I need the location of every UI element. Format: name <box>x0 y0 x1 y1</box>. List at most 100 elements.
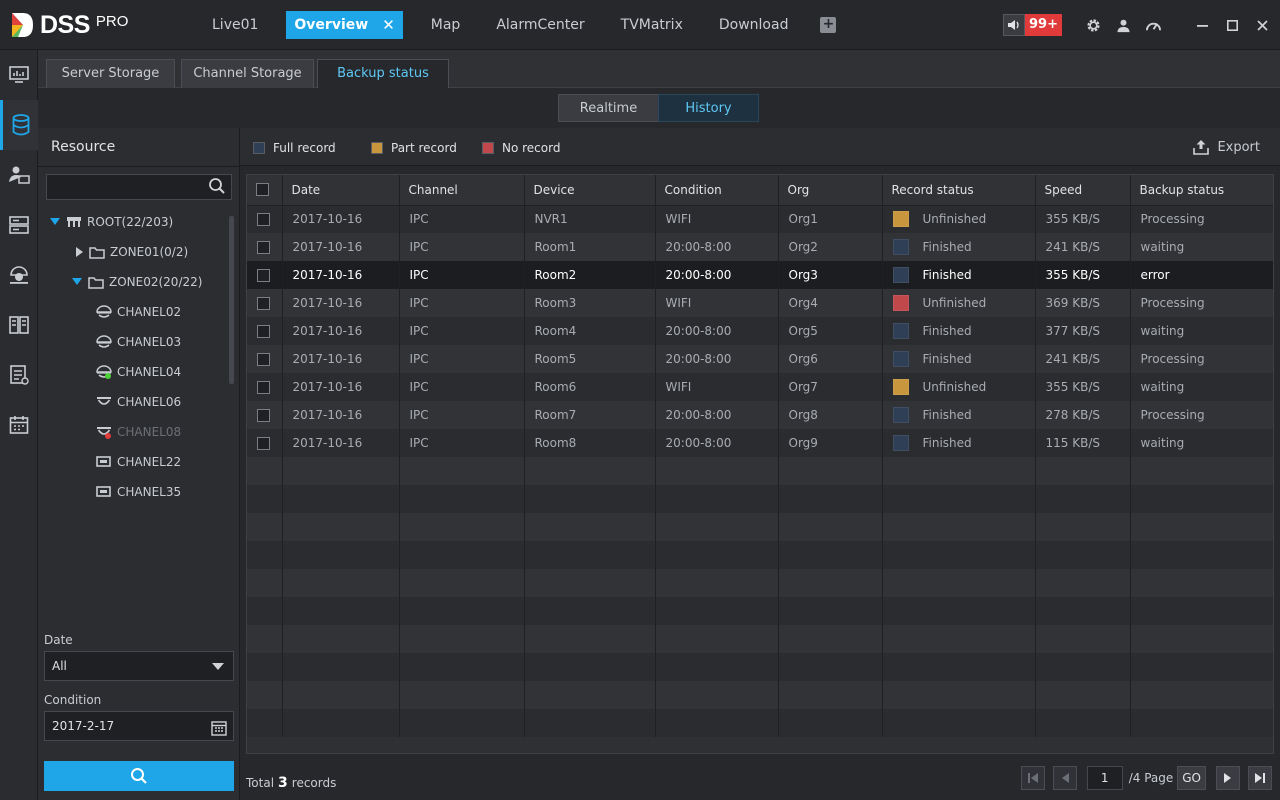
search-button[interactable] <box>44 761 234 791</box>
column-header[interactable]: Org <box>778 175 883 206</box>
expanded-arrow-icon[interactable] <box>72 278 82 286</box>
tree-node-chanel35[interactable]: CHANEL35 <box>96 482 181 502</box>
user-icon[interactable] <box>1114 16 1132 34</box>
realtime-button[interactable]: Realtime <box>558 94 659 122</box>
add-tab-button[interactable]: + <box>820 17 837 33</box>
cell-speed: 355 KB/S <box>1035 205 1131 233</box>
calendar-icon[interactable] <box>211 718 227 736</box>
row-checkbox[interactable] <box>257 352 270 366</box>
tree-node-chanel04[interactable]: CHANEL04 <box>96 362 181 382</box>
empty-cell <box>882 457 1036 485</box>
tree-node-chanel06[interactable]: CHANEL06 <box>96 392 181 412</box>
tab-tvmatrix[interactable]: TVMatrix <box>603 11 701 39</box>
cell-backup-status: waiting <box>1130 373 1273 401</box>
tab-map[interactable]: Map <box>413 11 479 39</box>
tab-download[interactable]: Download <box>701 11 807 39</box>
column-header[interactable]: Backup status <box>1130 175 1273 206</box>
tree-node-chanel08[interactable]: CHANEL08 <box>96 422 181 442</box>
maximize-icon[interactable] <box>1222 15 1242 35</box>
tab-overview[interactable]: Overview ✕ <box>286 11 403 39</box>
column-header[interactable]: Device <box>524 175 656 206</box>
tree-scrollbar[interactable] <box>229 216 234 384</box>
column-header[interactable]: Record status <box>882 175 1036 206</box>
prev-page-button[interactable] <box>1052 766 1077 790</box>
tree-node-zone02[interactable]: ZONE02(20/22) <box>72 272 202 292</box>
rail-tvwall[interactable] <box>0 300 38 350</box>
column-header[interactable]: Date <box>282 175 400 206</box>
select-all-checkbox[interactable] <box>256 183 269 197</box>
tree-node-chanel02[interactable]: CHANEL02 <box>96 302 181 322</box>
record-status-swatch <box>892 239 909 255</box>
row-checkbox[interactable] <box>257 436 270 450</box>
tree-node-zone01[interactable]: ZONE01(0/2) <box>76 242 188 262</box>
speedometer-icon[interactable] <box>1144 16 1162 34</box>
record-status-text: Unfinished <box>922 380 987 394</box>
empty-cell <box>247 653 283 681</box>
rail-user-device[interactable] <box>0 150 38 200</box>
table-row[interactable]: 2017-10-16 IPC NVR1 WIFI Org1 Unfinished 355 K… <box>247 205 1273 233</box>
minimize-icon[interactable] <box>1192 15 1212 35</box>
empty-cell <box>247 681 283 709</box>
search-icon[interactable] <box>208 177 226 195</box>
tree-node-root[interactable]: ROOT(22/203) <box>50 212 173 232</box>
last-page-button[interactable] <box>1248 766 1272 790</box>
tab-live01[interactable]: Live01 <box>194 11 276 39</box>
row-checkbox[interactable] <box>257 212 270 226</box>
rail-monitor[interactable] <box>0 50 38 100</box>
row-checkbox[interactable] <box>257 240 270 254</box>
table-row[interactable]: 2017-10-16 IPC Room2 20:00-8:00 Org3 Finished… <box>247 261 1273 289</box>
table-row[interactable]: 2017-10-16 IPC Room8 20:00-8:00 Org9 Finished… <box>247 429 1273 457</box>
server-rack-icon <box>9 216 29 234</box>
tab-server-storage[interactable]: Server Storage <box>46 59 175 88</box>
export-button[interactable]: Export <box>1193 139 1260 155</box>
table-row[interactable]: 2017-10-16 IPC Room6 WIFI Org7 Unfinished 355 … <box>247 373 1273 401</box>
empty-cell <box>247 569 283 597</box>
close-tab-icon[interactable]: ✕ <box>382 16 395 34</box>
table-row[interactable]: 2017-10-16 IPC Room7 20:00-8:00 Org8 Finished… <box>247 401 1273 429</box>
table-row[interactable]: 2017-10-16 IPC Room1 20:00-8:00 Org2 Finished… <box>247 233 1273 261</box>
empty-cell <box>882 597 1036 625</box>
go-button[interactable]: GO <box>1177 766 1206 790</box>
tab-backup-status[interactable]: Backup status <box>317 59 449 88</box>
tab-channel-storage[interactable]: Channel Storage <box>181 59 314 88</box>
box-camera-icon <box>96 455 112 469</box>
date-select[interactable]: All <box>44 651 234 681</box>
rail-report[interactable] <box>0 350 38 400</box>
row-checkbox[interactable] <box>257 408 270 422</box>
history-button[interactable]: History <box>658 94 759 122</box>
page-number-input[interactable]: 1 <box>1086 766 1123 790</box>
column-header[interactable]: Condition <box>655 175 779 206</box>
rail-camera[interactable] <box>0 250 38 300</box>
condition-date-input[interactable]: 2017-2-17 <box>44 711 234 741</box>
first-page-button[interactable] <box>1020 766 1045 790</box>
alarm-indicator[interactable]: 99+ <box>1003 14 1062 36</box>
table-row[interactable]: 2017-10-16 IPC Room4 20:00-8:00 Org5 Finished… <box>247 317 1273 345</box>
row-checkbox[interactable] <box>257 268 270 282</box>
column-header[interactable]: Speed <box>1035 175 1131 206</box>
empty-cell <box>282 653 400 681</box>
rail-calendar[interactable] <box>0 400 38 450</box>
empty-cell <box>524 541 656 569</box>
resource-search-input[interactable] <box>46 174 232 200</box>
gear-icon[interactable] <box>1084 16 1102 34</box>
rail-server[interactable] <box>0 200 38 250</box>
row-checkbox[interactable] <box>257 296 270 310</box>
collapsed-arrow-icon[interactable] <box>76 247 84 257</box>
cell-org: Org7 <box>778 373 883 401</box>
table-row[interactable]: 2017-10-16 IPC Room5 20:00-8:00 Org6 Finished… <box>247 345 1273 373</box>
empty-cell <box>655 597 779 625</box>
empty-cell <box>399 653 525 681</box>
tree-node-chanel22[interactable]: CHANEL22 <box>96 452 181 472</box>
tab-alarmcenter[interactable]: AlarmCenter <box>478 11 602 39</box>
table-row[interactable]: 2017-10-16 IPC Room3 WIFI Org4 Unfinished 369 … <box>247 289 1273 317</box>
close-icon[interactable] <box>1252 15 1272 35</box>
tree-node-chanel03[interactable]: CHANEL03 <box>96 332 181 352</box>
cell-org: Org6 <box>778 345 883 373</box>
row-checkbox[interactable] <box>257 380 270 394</box>
rail-storage[interactable] <box>0 100 38 150</box>
column-header[interactable]: Channel <box>399 175 525 206</box>
expanded-arrow-icon[interactable] <box>50 218 60 226</box>
row-checkbox[interactable] <box>257 324 270 338</box>
next-page-button[interactable] <box>1216 766 1240 790</box>
record-status-swatch <box>892 435 909 451</box>
